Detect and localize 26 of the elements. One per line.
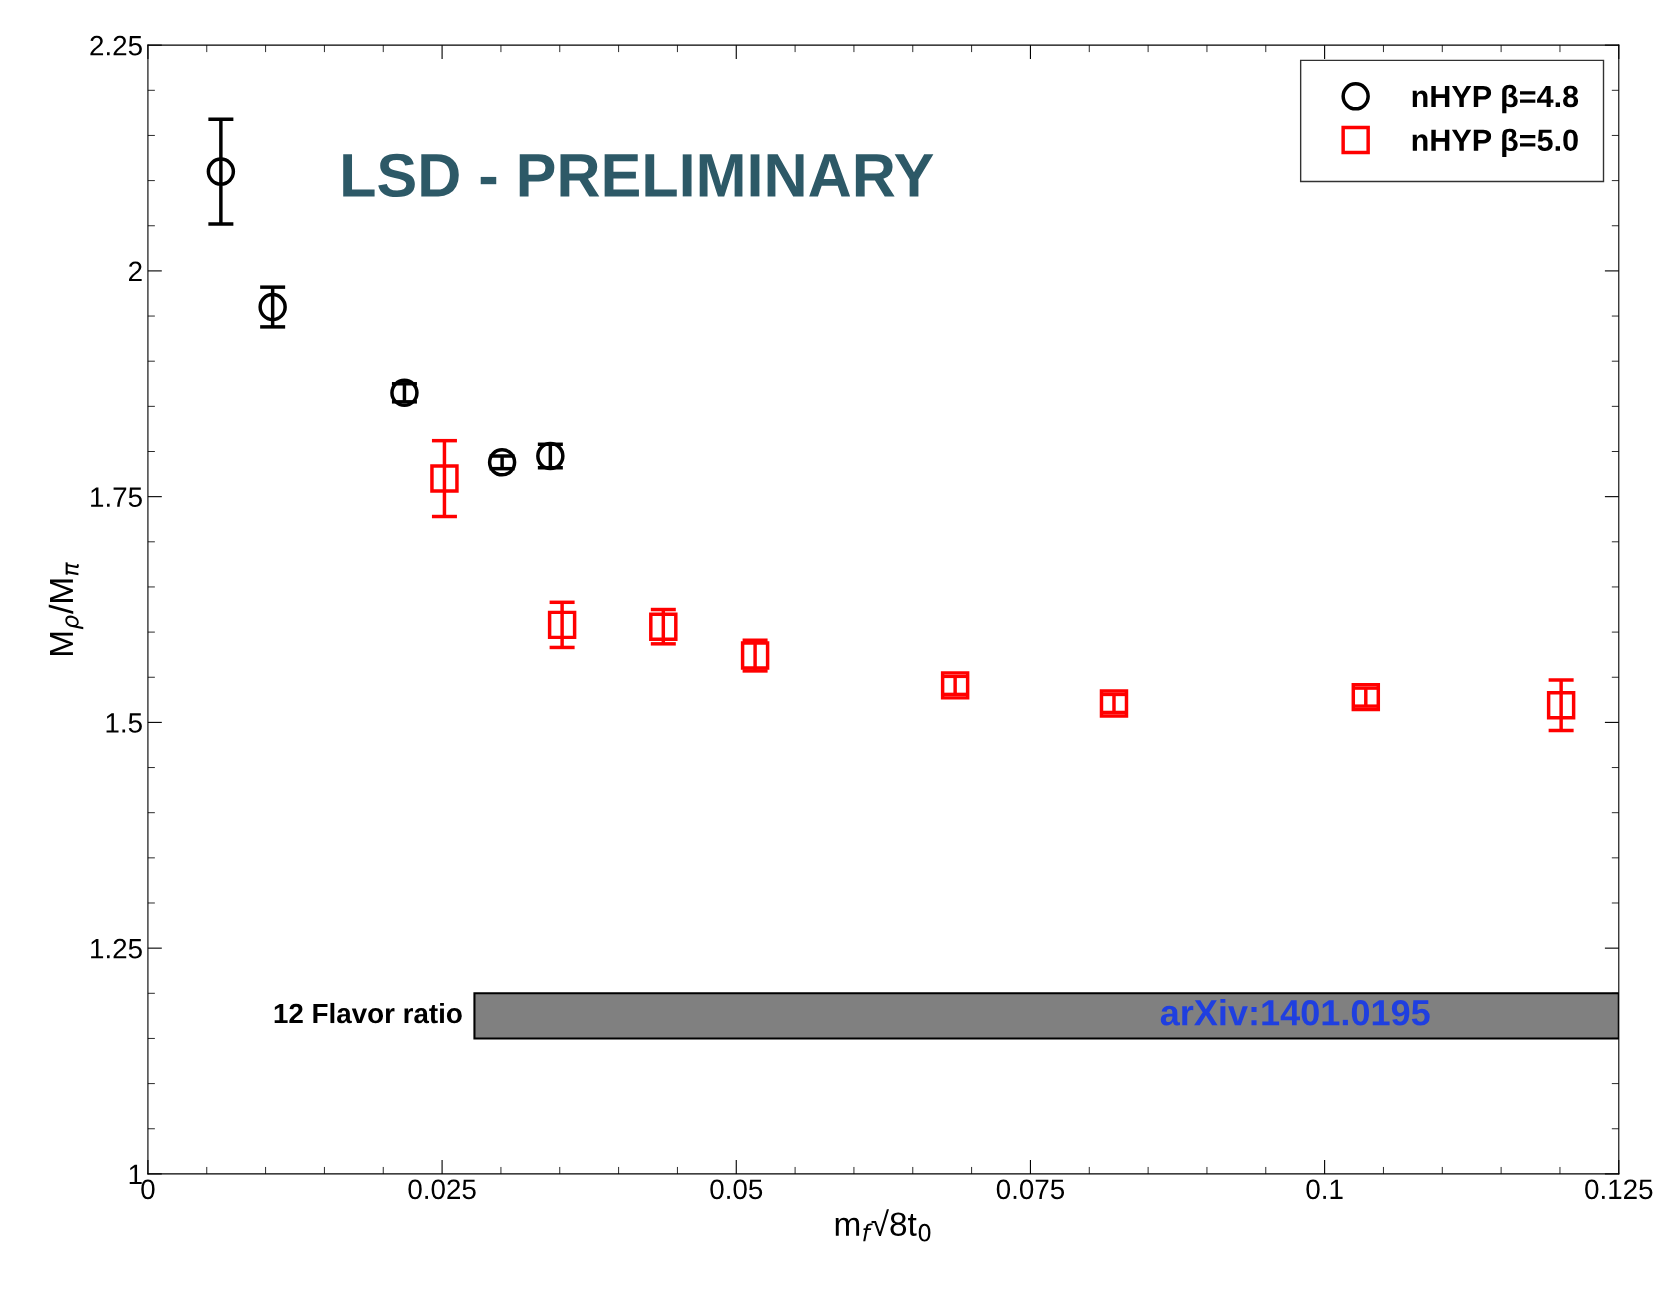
band-label: 12 Flavor ratio [274, 1002, 462, 1024]
y-tick-label: 2.25 [90, 35, 142, 56]
point [430, 464, 459, 493]
y-tick-label: 1 [129, 1164, 142, 1184]
point [487, 448, 517, 477]
point [258, 292, 287, 322]
point [547, 610, 577, 640]
annotation: LSD - PRELIMINARY [343, 153, 934, 197]
point [649, 612, 678, 641]
x-axis-title: m$_{f}$√8t$_{0}$ [835, 1209, 931, 1242]
x-tick-label: 0.025 [408, 1179, 476, 1200]
point [206, 157, 236, 186]
legend-label: nHYP β=4.8 [1412, 84, 1579, 114]
x-tick-label: 0 [141, 1179, 155, 1200]
x-tick-label: 0.05 [710, 1179, 763, 1200]
annotation: arXiv:1401.0195 [1160, 999, 1430, 1026]
x-tick-label: 0.075 [996, 1179, 1065, 1200]
x-tick-label: 0.125 [1585, 1179, 1653, 1200]
y-axis-title: M$_{ρ}$/M$_{π}$ [48, 562, 84, 655]
x-tick-label: 0.1 [1306, 1179, 1343, 1200]
y-tick-label: 1.75 [91, 487, 142, 507]
y-tick-label: 1.25 [91, 938, 142, 959]
y-tick-label: 1.5 [106, 713, 142, 733]
y-tick-label: 2 [129, 261, 142, 281]
point [1546, 691, 1576, 720]
legend-label: nHYP β=5.0 [1412, 128, 1578, 158]
